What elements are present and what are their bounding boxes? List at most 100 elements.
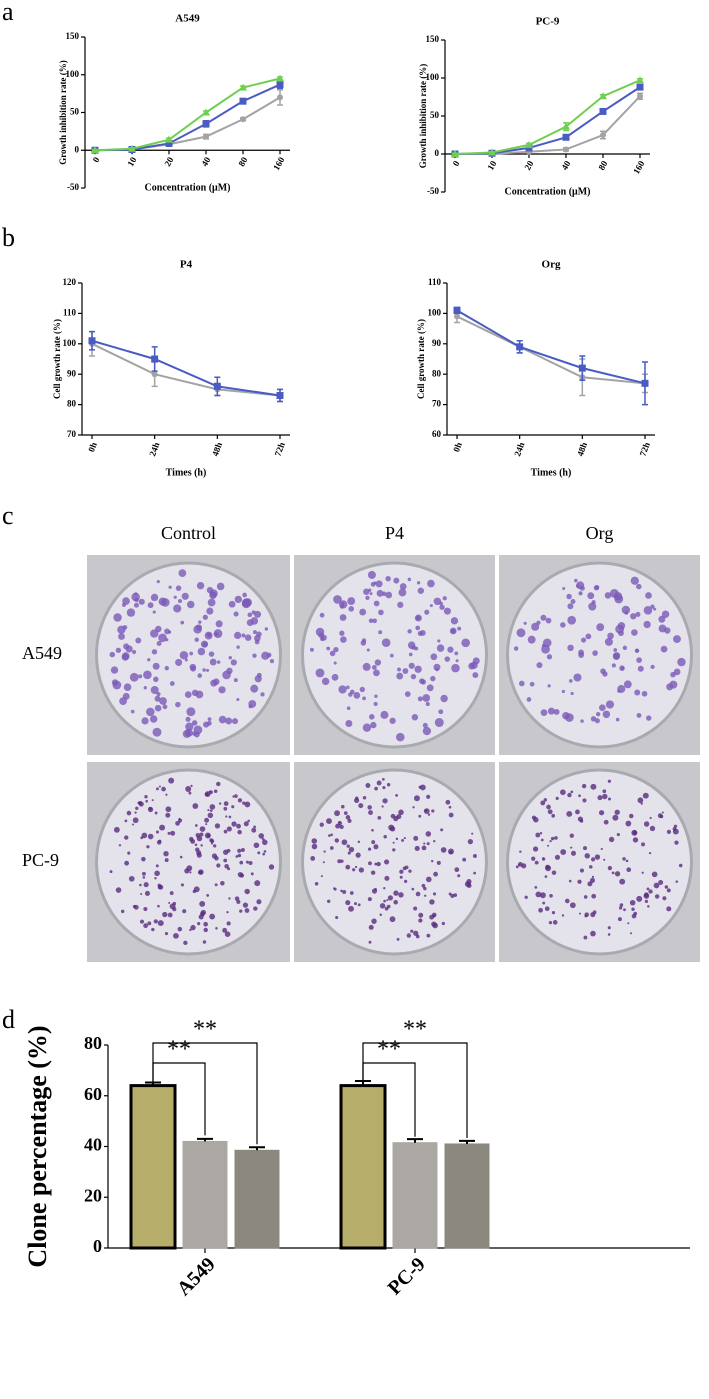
colony [539, 831, 543, 835]
colony [203, 921, 208, 927]
colony [454, 867, 460, 873]
y-axis-label: Cell growth rate (%) [52, 319, 62, 399]
colony [213, 844, 217, 848]
colony [215, 620, 223, 628]
colony [653, 882, 660, 889]
colony [329, 846, 334, 850]
marker [276, 391, 284, 399]
colony [232, 795, 235, 798]
colony [209, 809, 213, 812]
colony [404, 865, 409, 870]
colony [398, 809, 404, 816]
colony [331, 673, 339, 681]
colony [598, 810, 605, 816]
colony [175, 585, 182, 591]
bar [182, 1140, 228, 1249]
colony [262, 839, 268, 846]
colony [150, 593, 159, 602]
colony [355, 852, 361, 858]
colony [472, 672, 479, 679]
colony [168, 585, 172, 589]
colony [611, 663, 616, 668]
colony [567, 792, 572, 798]
colony [605, 700, 615, 709]
colony [544, 875, 548, 878]
colony [147, 921, 152, 926]
colony [330, 833, 334, 837]
chart-title: A549 [175, 13, 200, 25]
colony [426, 684, 434, 692]
colony [646, 887, 650, 891]
significance-bracket [362, 1042, 468, 1138]
colony [218, 802, 222, 805]
colony [629, 932, 633, 935]
colony [149, 715, 158, 723]
y-tick-label: 70 [67, 429, 77, 439]
colony [147, 658, 151, 662]
colony [237, 872, 244, 878]
colony [353, 691, 361, 699]
colony [444, 656, 451, 662]
colony [588, 865, 593, 869]
colony [226, 921, 231, 926]
colony [545, 864, 550, 870]
colony [248, 700, 257, 708]
colony [231, 821, 237, 827]
colony [462, 857, 467, 862]
colony [180, 883, 185, 887]
colony [602, 710, 611, 719]
x-tick-label: 20 [162, 155, 175, 168]
colony [198, 914, 204, 920]
colony [649, 825, 656, 832]
colony [623, 680, 632, 689]
colony [158, 884, 164, 890]
colony [153, 676, 159, 682]
colony [253, 906, 258, 911]
colony [154, 811, 158, 815]
colony [442, 596, 447, 601]
colony [194, 843, 198, 847]
x-tick-label: 10 [125, 155, 138, 168]
colony [390, 813, 396, 819]
colony [393, 890, 399, 896]
colony [595, 712, 601, 717]
colony [585, 633, 592, 640]
colony [651, 871, 658, 878]
colony [381, 777, 385, 781]
colony [538, 907, 543, 913]
colony [199, 900, 206, 907]
colony [367, 570, 376, 579]
colony [549, 839, 552, 843]
colony [526, 697, 532, 702]
colony [429, 604, 433, 608]
colony [418, 814, 422, 818]
colony [362, 723, 372, 732]
colony [373, 600, 380, 607]
colony [223, 801, 229, 806]
error-bar [407, 1138, 423, 1143]
colony [349, 689, 355, 695]
colony [253, 825, 257, 829]
colony [379, 913, 383, 917]
colony [234, 631, 242, 640]
x-tick-label: 160 [631, 159, 647, 176]
colony [678, 863, 683, 868]
colony [252, 653, 257, 658]
colony [401, 838, 405, 842]
series-line [456, 315, 646, 385]
colony [591, 893, 597, 899]
plate [95, 561, 282, 749]
colony [596, 623, 605, 632]
colony [155, 864, 159, 868]
colony [349, 891, 354, 895]
colony [311, 843, 318, 850]
colony [140, 892, 143, 896]
colony [165, 812, 171, 818]
colony [437, 639, 441, 643]
colony [608, 836, 615, 843]
colony [124, 835, 129, 840]
colony [154, 704, 162, 712]
colony [195, 690, 204, 699]
colony [148, 806, 152, 811]
chart-title: Org [542, 259, 561, 271]
